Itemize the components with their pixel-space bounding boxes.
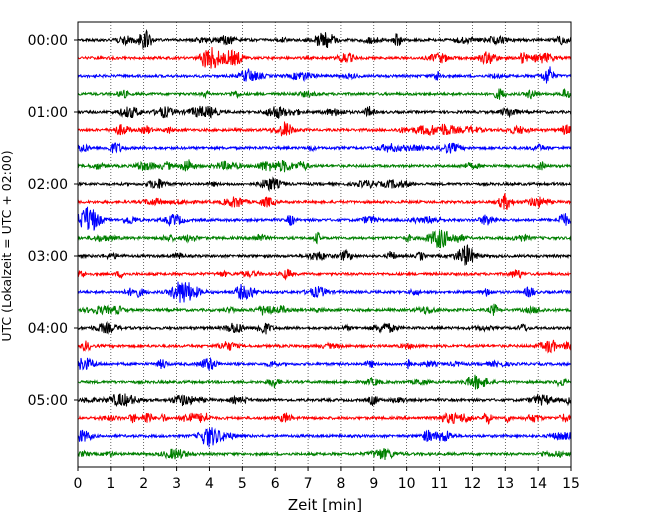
x-tick-label: 8 (336, 476, 345, 492)
seismogram-trace (77, 47, 572, 69)
x-tick-label: 3 (172, 476, 181, 492)
x-tick-label: 1 (106, 476, 115, 492)
x-tick-label: 10 (398, 476, 416, 492)
x-tick-label: 12 (463, 476, 481, 492)
x-tick-label: 5 (238, 476, 247, 492)
y-tick-label: 05:00 (28, 393, 68, 409)
seismogram-trace (77, 303, 572, 316)
seismogram-trace (77, 393, 572, 408)
y-tick-label: 03:00 (28, 249, 68, 265)
seismogram-trace (77, 356, 572, 371)
seismogram-trace (77, 229, 572, 249)
seismogram-trace (77, 176, 572, 192)
x-tick-label: 14 (529, 476, 547, 492)
seismogram-trace (77, 105, 572, 119)
seismogram-trace (77, 281, 572, 303)
grid-layer (110, 22, 539, 467)
seismogram-trace (77, 206, 572, 231)
seismogram-trace (77, 339, 572, 354)
seismogram-trace (77, 193, 572, 210)
y-tick-label: 00:00 (28, 33, 68, 49)
seismogram-trace (77, 159, 572, 173)
y-tick-label: 04:00 (28, 321, 68, 337)
seismogram-trace (77, 447, 572, 460)
seismogram-trace (77, 268, 572, 281)
seismogram-trace (77, 411, 572, 425)
x-tick-layer: 0 1 2 3 4 5 6 7 8 9 10 11 12 13 14 15 (74, 467, 580, 492)
y-tick-label: 01:00 (28, 105, 68, 121)
x-tick-label: 9 (369, 476, 378, 492)
seismogram-trace (77, 121, 572, 137)
trace-layer (77, 29, 572, 460)
seismogram-trace (77, 320, 572, 335)
seismogram-trace (77, 87, 572, 100)
x-tick-label: 0 (74, 476, 83, 492)
plot-frame (77, 21, 572, 468)
x-tick-label: 15 (562, 476, 580, 492)
x-tick-label: 11 (431, 476, 449, 492)
x-tick-label: 2 (139, 476, 148, 492)
x-tick-label: 6 (271, 476, 280, 492)
x-tick-label: 4 (205, 476, 214, 492)
seismogram-trace (77, 427, 572, 448)
x-axis-label: Zeit [min] (288, 496, 362, 514)
seismogram-trace (77, 29, 572, 50)
seismogram-trace (77, 66, 572, 84)
x-tick-label: 7 (304, 476, 313, 492)
y-tick-label: 02:00 (28, 177, 68, 193)
x-tick-label: 13 (496, 476, 514, 492)
y-tick-layer: 00:00 01:00 02:00 03:00 04:00 05:00 (28, 33, 78, 409)
y-axis-label: UTC (Lokalzeit = UTC + 02:00) (0, 150, 14, 341)
seismogram-trace (77, 244, 572, 266)
seismogram-trace (77, 374, 572, 390)
seismogram-trace (77, 142, 572, 155)
